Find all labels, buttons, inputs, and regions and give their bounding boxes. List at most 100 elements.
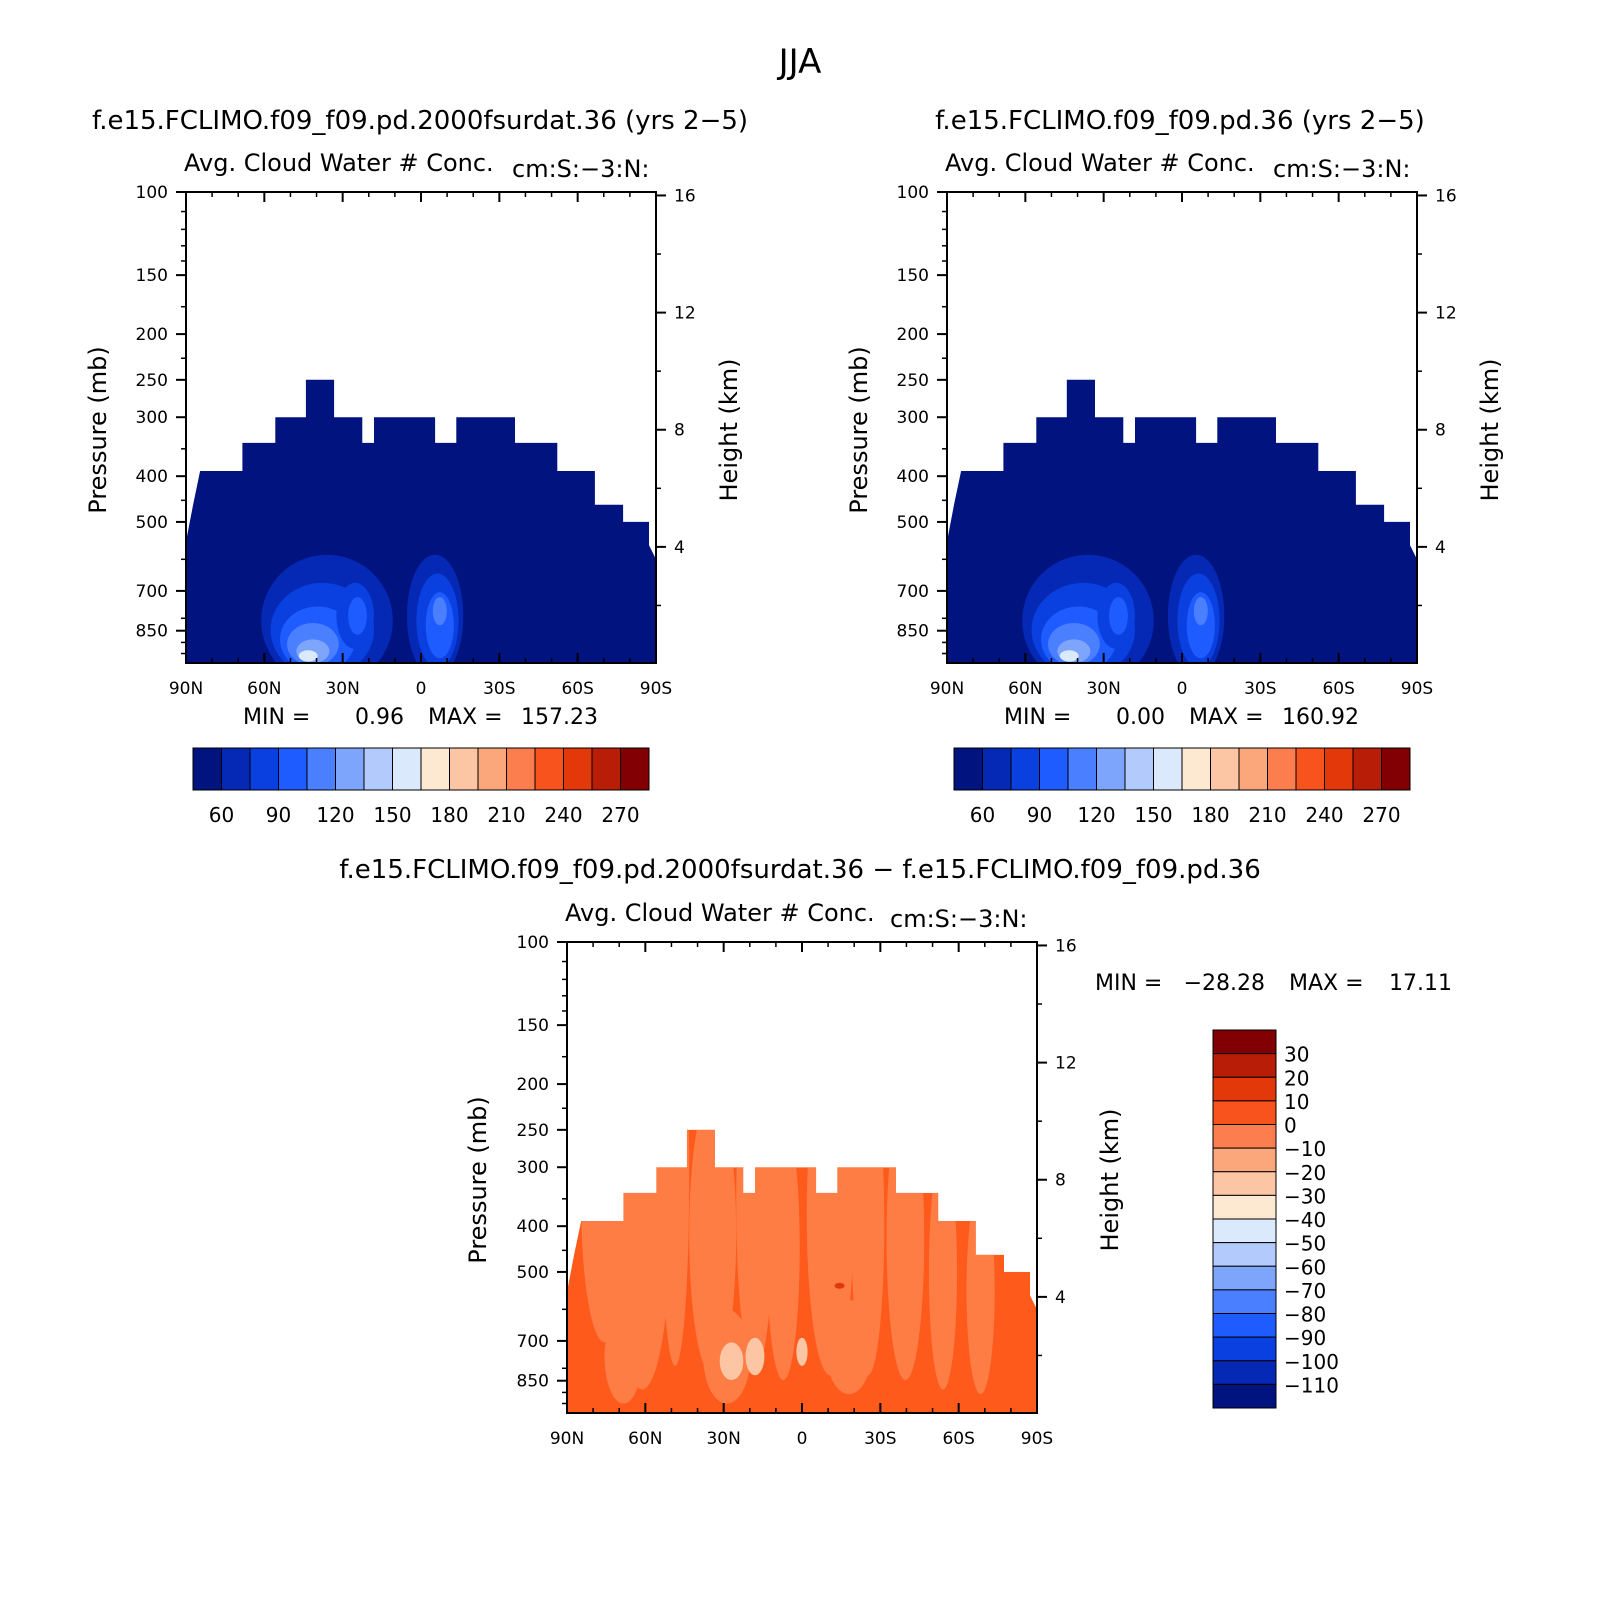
panel1-colorbar-label: 210 [487, 803, 525, 827]
panel1-colorbar-box-3 [249, 747, 279, 791]
panel3-ytick-label: 850 [517, 1372, 549, 1392]
panel1-colorbar-label: 60 [209, 803, 234, 827]
panel1-xtick-label: 90N [169, 679, 203, 699]
panel3-colorbar-label: −70 [1284, 1279, 1326, 1303]
panel2-colorbar-label: 120 [1077, 803, 1115, 827]
panel1-ytick-label: 300 [136, 408, 168, 428]
panel2-colorbar-label: 240 [1305, 803, 1343, 827]
panel1-y2tick-label: 4 [674, 538, 685, 558]
panel3-diff-streak-6 [766, 1116, 800, 1381]
panel3-diff-dark-patch [834, 1282, 845, 1289]
panel3-colorbar-box-13 [1212, 1313, 1277, 1338]
panel2-min-value: 0.00 [1116, 705, 1165, 730]
panel3-xtick-label: 30S [864, 1429, 896, 1449]
panel1-colorbar-box-12 [506, 747, 536, 791]
panel1-colorbar-box-6 [335, 747, 365, 791]
panel2-max-label: MAX = [1189, 705, 1264, 730]
panel1-colorbar: 60 90 120 150 180 210 240 270 [192, 747, 650, 827]
panel1-xtick-label: 0 [416, 679, 427, 699]
panel2-ytick-label: 300 [897, 408, 929, 428]
panel3-units: cm:S:−3:N: [890, 905, 1027, 933]
panel2-y2tick-label: 16 [1435, 186, 1457, 206]
panel2-xtick-label: 90S [1401, 679, 1433, 699]
panel2-ylabel: Pressure (mb) [845, 346, 873, 513]
panel2-contour-blob-6 [1059, 650, 1079, 662]
panel2-ytick-label: 700 [897, 582, 929, 602]
panel3-colorbar-label: −50 [1284, 1232, 1326, 1256]
panel3-colorbar-label: −20 [1284, 1161, 1326, 1185]
panel3-colorbar-box-12 [1212, 1289, 1277, 1315]
panel1-max-label: MAX = [428, 705, 503, 730]
panel3-colorbar-box-7 [1212, 1171, 1277, 1196]
panel2-ytick-label: 100 [897, 183, 929, 203]
panel3-colorbar-box-3 [1212, 1076, 1277, 1102]
panel2-colorbar-box-12 [1267, 747, 1297, 791]
panel3-colorbar-label: 30 [1284, 1043, 1309, 1067]
panel2-colorbar-box-13 [1295, 747, 1325, 791]
panel3-diff-light-patch-3 [796, 1337, 808, 1366]
panel2-units: cm:S:−3:N: [1273, 155, 1410, 183]
panel1-ytick-label: 400 [136, 467, 168, 487]
panel1-ytick-label: 500 [136, 513, 168, 533]
panel2-min-label: MIN = [1004, 705, 1071, 730]
panel-control-2000fsurdat: f.e15.FCLIMO.f09_f09.pd.2000fsurdat.36 (… [84, 106, 748, 827]
panel3-y2label: Height (km) [1096, 1109, 1124, 1252]
panel2-y2tick-label: 4 [1435, 538, 1446, 558]
panel1-colorbar-box-4 [278, 747, 308, 791]
panel1-colorbar-box-11 [477, 747, 507, 791]
panel1-colorbar-label: 180 [430, 803, 468, 827]
panel1-colorbar-label: 90 [266, 803, 291, 827]
panel2-contour-blob-8 [1109, 597, 1128, 635]
panel3-colorbar-label: −60 [1284, 1255, 1326, 1279]
panel1-colorbar-box-5 [306, 747, 336, 791]
panel1-min-label: MIN = [243, 705, 310, 730]
panel2-colorbar-box-16 [1381, 747, 1411, 791]
panel2-colorbar-label: 210 [1248, 803, 1286, 827]
panel2-variable-title: Avg. Cloud Water # Conc. [945, 149, 1255, 177]
panel1-ytick-label: 100 [136, 183, 168, 203]
panel3-xtick-label: 30N [706, 1429, 740, 1449]
panel2-colorbar-box-3 [1010, 747, 1040, 791]
panel3-min-label: MIN = [1095, 971, 1162, 996]
panel2-colorbar-label: 150 [1134, 803, 1172, 827]
panel1-colorbar-box-9 [420, 747, 450, 791]
panel1-xtick-label: 60N [247, 679, 281, 699]
panel3-max-label: MAX = [1289, 971, 1364, 996]
panel1-min-value: 0.96 [355, 705, 404, 730]
panel2-colorbar-box-7 [1124, 747, 1154, 791]
panel3-diff-streak-13 [604, 1309, 643, 1404]
panel3-diff-light-patch-1 [719, 1342, 744, 1380]
panel1-ytick-label: 250 [136, 371, 168, 391]
panel2-bottom-mask [945, 664, 1419, 704]
panel3-colorbar-box-1 [1212, 1029, 1277, 1055]
panel2-colorbar-box-10 [1210, 747, 1240, 791]
panel2-colorbar-box-1 [953, 747, 983, 791]
panel1-colorbar-label: 270 [601, 803, 639, 827]
panel2-colorbar-box-14 [1324, 747, 1354, 791]
panel3-colorbar-box-4 [1212, 1100, 1277, 1126]
panel2-colorbar-box-2 [982, 747, 1012, 791]
panel1-y2label: Height (km) [715, 359, 743, 502]
panel1-y2tick-label: 8 [674, 421, 685, 441]
panel3-min-value: −28.28 [1184, 971, 1265, 996]
panel3-colorbar-label: 20 [1284, 1066, 1309, 1090]
panel2-colorbar-box-15 [1352, 747, 1382, 791]
panel2-xtick-label: 0 [1177, 679, 1188, 699]
panel2-xtick-label: 30S [1244, 679, 1276, 699]
panel1-y2tick-label: 16 [674, 186, 696, 206]
panel1-colorbar-box-16 [620, 747, 650, 791]
panel3-colorbar: 3020100−10−20−30−40−50−60−70−80−90−100−1… [1212, 1029, 1339, 1409]
panel3-xtick-label: 0 [797, 1429, 808, 1449]
panel2-colorbar-box-6 [1096, 747, 1126, 791]
panel3-xtick-label: 60S [942, 1429, 974, 1449]
panel1-ytick-label: 850 [136, 622, 168, 642]
panel3-y2tick-label: 12 [1055, 1054, 1077, 1074]
panel3-colorbar-box-14 [1212, 1336, 1277, 1362]
panel3-colorbar-label: −30 [1284, 1184, 1326, 1208]
panel3-colorbar-box-10 [1212, 1242, 1277, 1267]
panel3-colorbar-label: −100 [1284, 1350, 1339, 1374]
panel1-colorbar-box-14 [563, 747, 593, 791]
panel3-xtick-label: 90S [1021, 1429, 1053, 1449]
panel3-y2tick-label: 16 [1055, 936, 1077, 956]
panel1-y2tick-label: 12 [674, 304, 696, 324]
